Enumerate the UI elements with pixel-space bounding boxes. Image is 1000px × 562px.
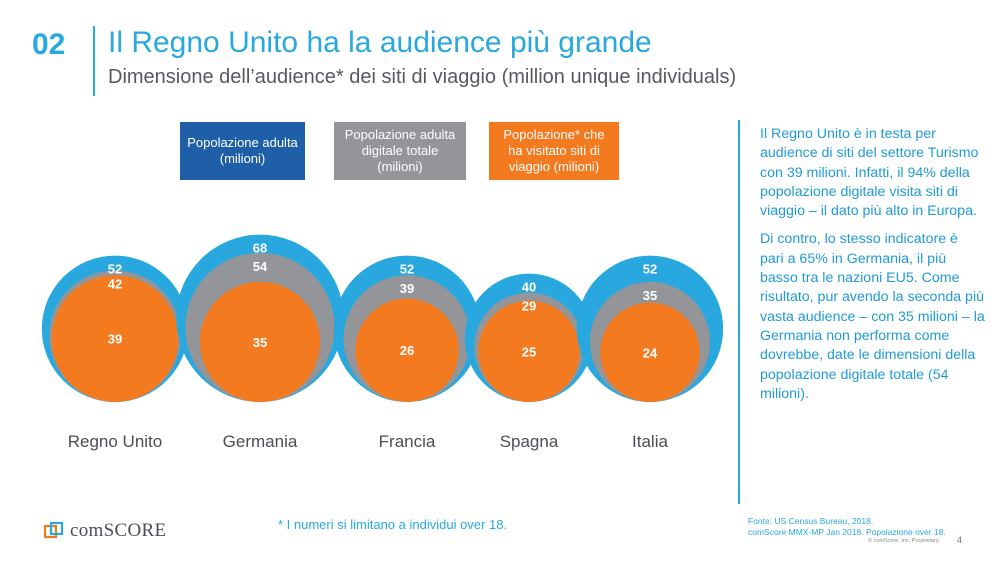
page-title: Il Regno Unito ha la audience più grande	[108, 26, 652, 59]
bubble-value-label: 54	[253, 259, 268, 274]
legend-travel-visitors: Popolazione* che ha visitato siti di via…	[489, 122, 619, 180]
legend-adult-population: Popolazione adulta (milioni)	[180, 122, 305, 180]
bubble-value-label: 52	[108, 262, 122, 277]
copyright: © comScore, Inc. Proprietary.	[868, 538, 940, 544]
side-paragraph-1: Il Regno Unito è in testa per audience d…	[760, 126, 979, 220]
category-label: Germania	[223, 432, 298, 451]
bubble-value-label: 24	[643, 345, 658, 360]
legend-label: Popolazione adulta digitale totale (mili…	[344, 127, 456, 174]
side-panel-text: Il Regno Unito è in testa per audience d…	[760, 125, 985, 413]
bubble-value-label: 25	[522, 344, 536, 359]
side-paragraph-2: Di contro, lo stesso indicatore è pari a…	[760, 231, 985, 402]
source-line-2: comScore MMX-MP Jan 2018. Popolazione ov…	[748, 527, 946, 537]
footnote: * I numeri si limitano a individui over …	[278, 517, 508, 532]
comscore-logo-text: comSCORE	[70, 520, 167, 541]
bubble-travel	[478, 300, 580, 402]
title-divider	[93, 26, 95, 96]
bubble-group: 52 35 24	[576, 255, 724, 402]
bubble-travel	[199, 281, 321, 402]
page-subtitle: Dimensione dell’audience* dei siti di vi…	[108, 66, 736, 89]
bubble-value-label: 29	[522, 299, 536, 314]
comscore-logo-icon	[44, 521, 64, 539]
bubble-value-label: 35	[253, 335, 267, 350]
legend-label: Popolazione* che ha visitato siti di via…	[503, 127, 605, 174]
comscore-logo: comSCORE	[44, 520, 166, 542]
bubble-value-label: 26	[400, 343, 414, 358]
category-label: Spagna	[500, 432, 559, 451]
category-label: Francia	[379, 432, 436, 451]
bubble-value-label: 42	[108, 276, 122, 291]
bubble-group: 40 29 25	[464, 273, 594, 402]
bubble-value-label: 35	[643, 288, 657, 303]
bubble-value-label: 39	[400, 281, 414, 296]
subtitle-rest: dell’audience* dei siti di viaggio (mill…	[213, 66, 737, 88]
bubble-travel	[355, 298, 459, 403]
bubble-value-label: 39	[108, 332, 122, 347]
bubble-travel	[51, 275, 179, 403]
slide-number: 02	[32, 28, 66, 61]
bubble-value-label: 40	[522, 280, 536, 295]
source-note: Fonte: US Census Bureau, 2018. comScore …	[748, 516, 946, 538]
bubble-value-label: 68	[253, 241, 267, 256]
category-label: Italia	[632, 432, 668, 451]
bubble-travel	[600, 302, 700, 402]
source-line-1: Fonte: US Census Bureau, 2018.	[748, 516, 874, 526]
bubble-group: 68 54 35	[176, 234, 344, 402]
legend-label: Popolazione adulta (milioni)	[187, 135, 298, 166]
subtitle-bold: Dimensione	[108, 66, 214, 88]
category-label: Regno Unito	[68, 432, 163, 451]
bubble-group: 52 39 26	[333, 255, 481, 403]
page-number: 4	[957, 535, 963, 545]
side-panel-divider	[738, 120, 740, 504]
bubble-value-label: 52	[400, 262, 414, 277]
bubble-value-label: 52	[643, 262, 657, 277]
legend-digital-population: Popolazione adulta digitale totale (mili…	[334, 122, 466, 180]
